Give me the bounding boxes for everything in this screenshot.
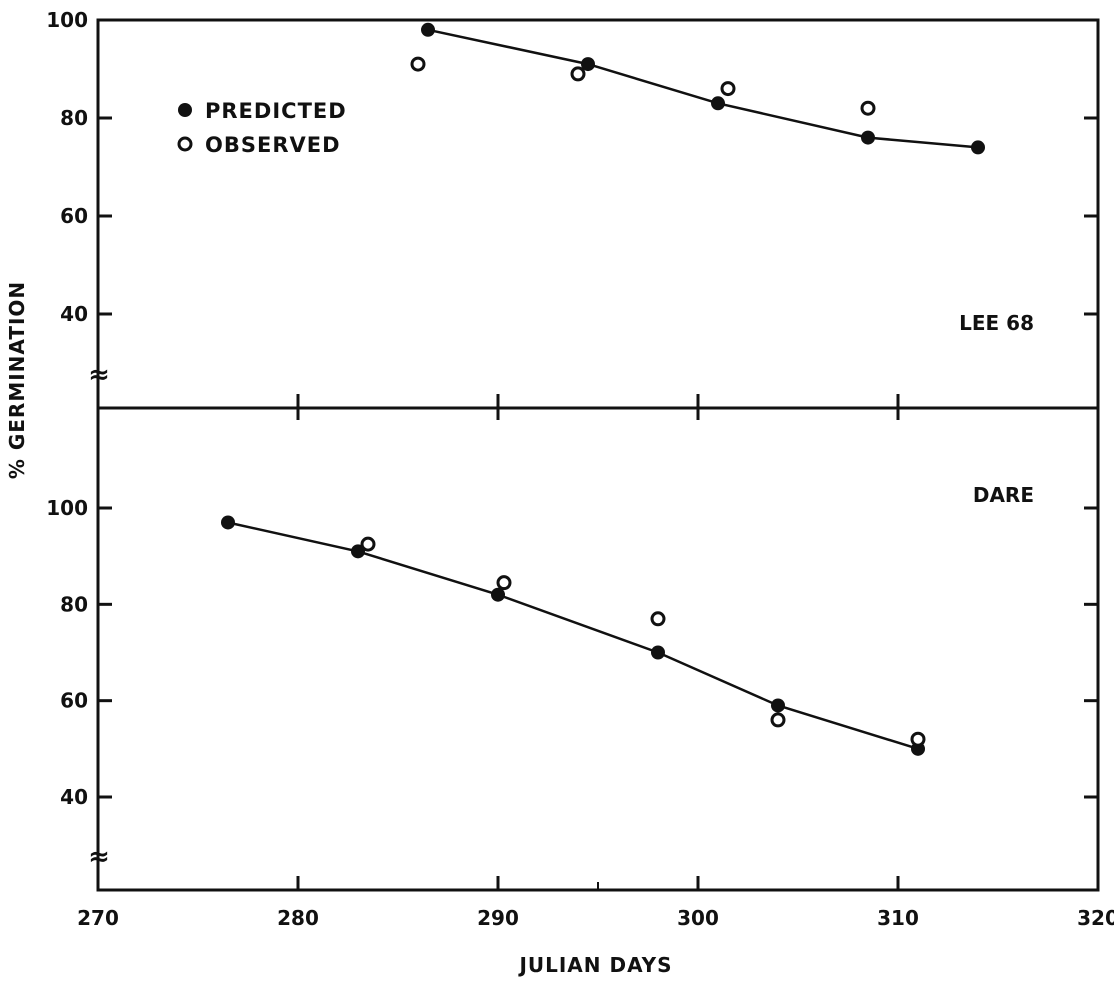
panel-label-lee-68: LEE 68 xyxy=(959,311,1034,335)
dare-observed-point-4 xyxy=(910,731,926,747)
lee-68-predicted-point-0 xyxy=(421,22,435,37)
axis-ticks: 270 280 290 300 310 320 40 60 80 100 40 60 80 100 xyxy=(46,8,1114,930)
lee-68-predicted-point-1 xyxy=(581,57,595,72)
lee-68-observed-point-1 xyxy=(570,66,586,82)
legend: PREDICTED OBSERVED xyxy=(177,99,347,157)
x-tick-label-310: 310 xyxy=(877,906,919,930)
chart-labels: % GERMINATION JULIAN DAYS LEE 68 DARE ≈ … xyxy=(5,281,1034,977)
y-tick-label-panel-1-80: 80 xyxy=(60,592,88,616)
legend-observed-label: OBSERVED xyxy=(205,133,341,157)
data-points xyxy=(221,22,985,756)
y-tick-label-panel-1-60: 60 xyxy=(60,689,88,713)
panel-label-dare: DARE xyxy=(973,483,1034,507)
dare-observed-point-2 xyxy=(650,611,666,627)
x-tick-label-320: 320 xyxy=(1077,906,1114,930)
y-tick-label-panel-1-100: 100 xyxy=(46,496,88,520)
dare-observed-point-1 xyxy=(496,575,512,591)
x-axis-title: JULIAN DAYS xyxy=(517,953,672,977)
dare-observed-point-3 xyxy=(770,712,786,728)
dare-predicted-point-3 xyxy=(651,645,665,660)
y-tick-label-panel-0-40: 40 xyxy=(60,302,88,326)
lee-68-predicted-point-4 xyxy=(971,140,985,155)
lee-68-predicted-line xyxy=(427,28,979,149)
axis-break-lower: ≈ xyxy=(88,842,110,872)
axis-break-upper: ≈ xyxy=(88,360,110,390)
legend-predicted-marker xyxy=(178,103,192,117)
x-tick-label-270: 270 xyxy=(77,906,119,930)
legend-observed-marker xyxy=(177,136,193,152)
dare-observed-point-0 xyxy=(360,536,376,552)
dare-predicted-point-0 xyxy=(221,515,235,530)
lee-68-observed-point-3 xyxy=(860,100,876,116)
y-tick-label-panel-0-80: 80 xyxy=(60,106,88,130)
y-tick-label-panel-0-60: 60 xyxy=(60,204,88,228)
dare-predicted-point-2 xyxy=(491,587,505,602)
dare-predicted-point-4 xyxy=(771,698,785,713)
x-tick-label-300: 300 xyxy=(677,906,719,930)
x-tick-label-290: 290 xyxy=(477,906,519,930)
y-tick-label-panel-0-100: 100 xyxy=(46,8,88,32)
lee-68-predicted-point-2 xyxy=(711,96,725,111)
lee-68-predicted-point-3 xyxy=(861,130,875,145)
x-tick-label-280: 280 xyxy=(277,906,319,930)
legend-predicted-label: PREDICTED xyxy=(205,99,347,123)
lee-68-observed-point-2 xyxy=(720,81,736,97)
dare-predicted-line xyxy=(227,521,919,750)
y-tick-label-panel-1-40: 40 xyxy=(60,785,88,809)
lee-68-observed-point-0 xyxy=(410,56,426,72)
y-axis-title: % GERMINATION xyxy=(5,281,29,479)
